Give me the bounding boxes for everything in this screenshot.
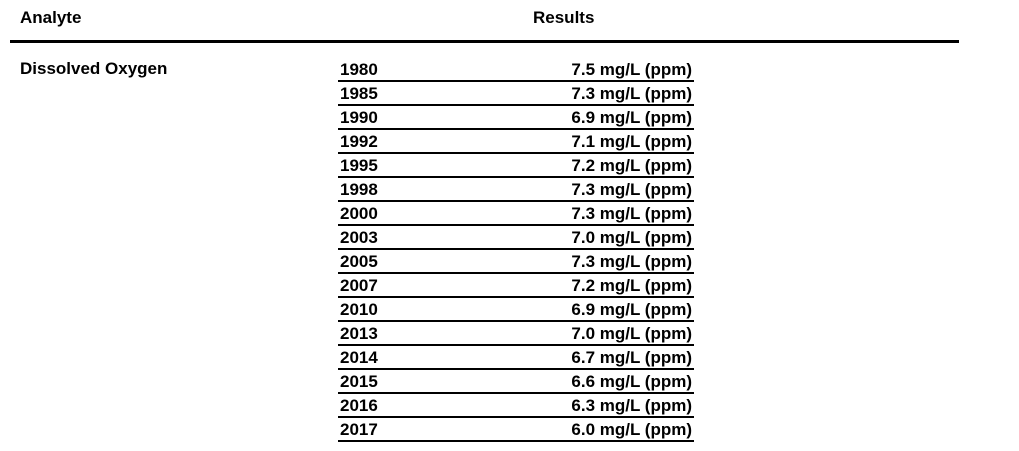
result-row: 1980 7.5 mg/L (ppm) (338, 58, 694, 82)
analyte-name: Dissolved Oxygen (20, 59, 168, 78)
result-row: 2016 6.3 mg/L (ppm) (338, 394, 694, 418)
result-value: 7.3 mg/L (ppm) (571, 84, 692, 103)
result-year: 2017 (340, 420, 378, 439)
result-row: 2013 7.0 mg/L (ppm) (338, 322, 694, 346)
result-year: 2015 (340, 372, 378, 391)
result-value: 6.3 mg/L (ppm) (571, 396, 692, 415)
result-value: 6.9 mg/L (ppm) (571, 300, 692, 319)
result-year: 2014 (340, 348, 378, 367)
column-header-analyte: Analyte (20, 8, 82, 27)
result-value: 6.9 mg/L (ppm) (571, 108, 692, 127)
result-value: 7.5 mg/L (ppm) (571, 60, 692, 79)
result-row: 2014 6.7 mg/L (ppm) (338, 346, 694, 370)
result-value: 7.3 mg/L (ppm) (571, 180, 692, 199)
result-value: 7.2 mg/L (ppm) (571, 156, 692, 175)
result-year: 1992 (340, 132, 378, 151)
result-year: 1980 (340, 60, 378, 79)
result-year: 1995 (340, 156, 378, 175)
result-row: 1985 7.3 mg/L (ppm) (338, 82, 694, 106)
result-year: 2016 (340, 396, 378, 415)
result-value: 7.3 mg/L (ppm) (571, 252, 692, 271)
result-value: 7.3 mg/L (ppm) (571, 204, 692, 223)
result-year: 2010 (340, 300, 378, 319)
result-value: 6.7 mg/L (ppm) (571, 348, 692, 367)
result-row: 2010 6.9 mg/L (ppm) (338, 298, 694, 322)
result-value: 6.0 mg/L (ppm) (571, 420, 692, 439)
result-year: 1990 (340, 108, 378, 127)
result-value: 7.2 mg/L (ppm) (571, 276, 692, 295)
result-year: 2005 (340, 252, 378, 271)
result-row: 1995 7.2 mg/L (ppm) (338, 154, 694, 178)
result-year: 2007 (340, 276, 378, 295)
result-row: 1990 6.9 mg/L (ppm) (338, 106, 694, 130)
result-row: 2015 6.6 mg/L (ppm) (338, 370, 694, 394)
result-row: 2005 7.3 mg/L (ppm) (338, 250, 694, 274)
header-divider (10, 40, 959, 43)
result-row: 2017 6.0 mg/L (ppm) (338, 418, 694, 442)
result-row: 1998 7.3 mg/L (ppm) (338, 178, 694, 202)
results-list: 1980 7.5 mg/L (ppm) 1985 7.3 mg/L (ppm) … (338, 58, 694, 442)
result-row: 2003 7.0 mg/L (ppm) (338, 226, 694, 250)
result-year: 2000 (340, 204, 378, 223)
result-year: 2013 (340, 324, 378, 343)
result-row: 2007 7.2 mg/L (ppm) (338, 274, 694, 298)
result-value: 7.1 mg/L (ppm) (571, 132, 692, 151)
result-value: 7.0 mg/L (ppm) (571, 228, 692, 247)
result-row: 1992 7.1 mg/L (ppm) (338, 130, 694, 154)
column-header-results: Results (533, 8, 595, 27)
result-value: 7.0 mg/L (ppm) (571, 324, 692, 343)
result-year: 2003 (340, 228, 378, 247)
result-year: 1985 (340, 84, 378, 103)
result-year: 1998 (340, 180, 378, 199)
result-row: 2000 7.3 mg/L (ppm) (338, 202, 694, 226)
result-value: 6.6 mg/L (ppm) (571, 372, 692, 391)
